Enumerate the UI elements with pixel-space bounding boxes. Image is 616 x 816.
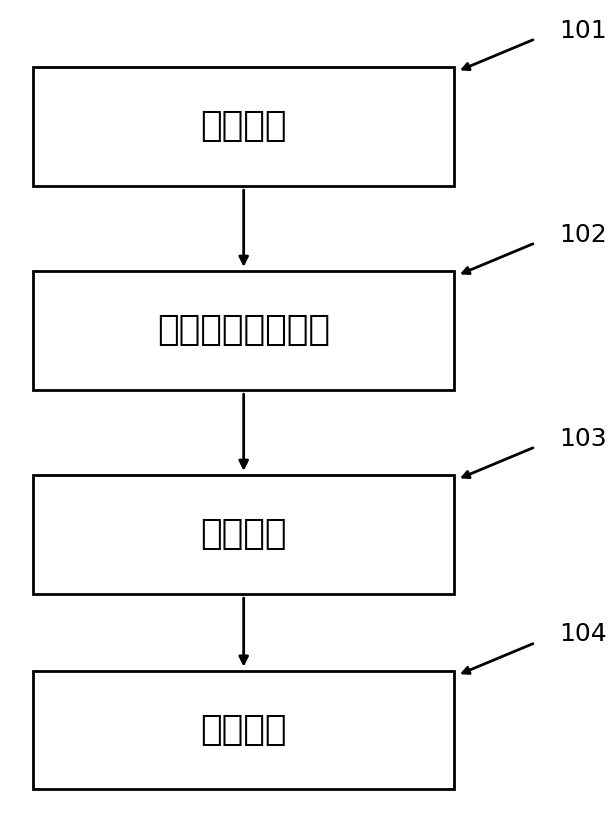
Bar [33, 475, 454, 594]
Text: 104: 104 [559, 623, 607, 646]
Text: 建立模块: 建立模块 [200, 109, 287, 144]
Text: 改善模块: 改善模块 [200, 713, 287, 747]
Text: 102: 102 [559, 223, 607, 246]
Bar [33, 271, 454, 390]
Text: 约束条件构造模块: 约束条件构造模块 [157, 313, 330, 348]
Text: 101: 101 [559, 19, 607, 42]
Bar [33, 671, 454, 790]
Bar [33, 67, 454, 186]
Text: 103: 103 [559, 427, 607, 450]
Text: 求解模块: 求解模块 [200, 517, 287, 552]
